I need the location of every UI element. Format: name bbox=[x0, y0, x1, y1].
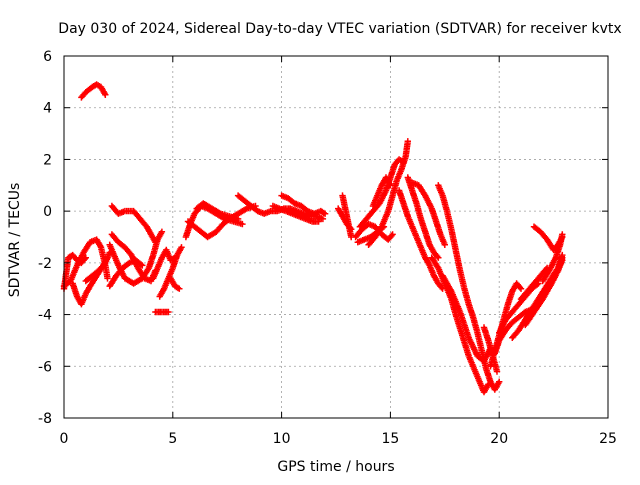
data-point bbox=[104, 275, 111, 282]
data-track bbox=[152, 308, 172, 316]
data-track bbox=[82, 249, 113, 285]
data-point bbox=[543, 264, 551, 272]
y-tick-label: 2 bbox=[43, 152, 52, 168]
x-tick-label: 15 bbox=[381, 431, 399, 447]
x-tick-label: 25 bbox=[599, 431, 617, 447]
data-point bbox=[387, 182, 394, 189]
y-tick-label: -8 bbox=[38, 411, 52, 427]
data-track bbox=[339, 192, 355, 241]
data-point bbox=[516, 284, 524, 291]
y-tick-label: 4 bbox=[43, 101, 52, 117]
data-point bbox=[176, 285, 183, 292]
data-track bbox=[108, 231, 159, 285]
data-point bbox=[559, 233, 566, 241]
data-track bbox=[108, 202, 159, 246]
data-point bbox=[493, 368, 501, 375]
data-track bbox=[517, 264, 551, 303]
data-point bbox=[485, 381, 492, 388]
data-point bbox=[158, 228, 166, 235]
data-point bbox=[389, 231, 396, 238]
data-point bbox=[434, 253, 441, 260]
data-point bbox=[178, 244, 185, 251]
data-track bbox=[365, 138, 411, 248]
data-point bbox=[404, 138, 411, 145]
data-track bbox=[428, 254, 492, 396]
x-axis-label: GPS time / hours bbox=[277, 459, 394, 475]
data-point bbox=[321, 210, 329, 217]
data-track bbox=[369, 174, 394, 210]
data-point bbox=[517, 285, 525, 292]
chart-title: Day 030 of 2024, Sidereal Day-to-day VTE… bbox=[58, 21, 621, 37]
data-point bbox=[165, 308, 172, 316]
data-track bbox=[395, 187, 446, 292]
data-point bbox=[234, 215, 242, 223]
data-point bbox=[559, 257, 566, 264]
plot-frame bbox=[63, 55, 609, 419]
data-track bbox=[535, 257, 566, 308]
data-point bbox=[239, 220, 246, 228]
data-point bbox=[315, 218, 322, 225]
y-tick-label: -4 bbox=[38, 308, 52, 324]
data-track bbox=[184, 202, 259, 241]
x-tick-label: 20 bbox=[490, 431, 508, 447]
y-tick-label: -6 bbox=[38, 359, 52, 375]
data-point bbox=[319, 215, 327, 223]
x-tick-label: 0 bbox=[60, 431, 69, 447]
y-tick-label: -2 bbox=[38, 256, 52, 272]
grid bbox=[64, 56, 608, 418]
data-track bbox=[193, 200, 242, 223]
data-point bbox=[388, 232, 395, 239]
data-track bbox=[167, 275, 183, 292]
data-point bbox=[139, 262, 146, 269]
data-point bbox=[435, 254, 442, 261]
data-track bbox=[60, 236, 111, 290]
data-track bbox=[78, 81, 109, 101]
y-tick-label: 6 bbox=[43, 49, 52, 65]
data-track bbox=[150, 246, 179, 282]
data-track bbox=[269, 202, 322, 225]
data-track bbox=[404, 174, 442, 261]
axis-ticks: 0 5 10 15 20 25 -8 -6 -4 -2 0 2 4 6 bbox=[38, 49, 617, 447]
data-point bbox=[152, 239, 159, 246]
data-track bbox=[530, 223, 566, 254]
data-point bbox=[441, 241, 448, 248]
data-point bbox=[102, 91, 109, 98]
y-tick-label: 0 bbox=[43, 204, 52, 220]
y-axis-label: SDTVAR / TECUs bbox=[7, 183, 23, 298]
data-series bbox=[60, 81, 566, 396]
data-point bbox=[542, 266, 550, 273]
data-track bbox=[409, 179, 448, 248]
x-tick-label: 5 bbox=[168, 431, 177, 447]
data-track bbox=[278, 192, 329, 217]
data-track bbox=[435, 182, 503, 393]
data-track bbox=[156, 244, 185, 300]
x-tick-label: 10 bbox=[273, 431, 291, 447]
data-point bbox=[496, 378, 503, 385]
